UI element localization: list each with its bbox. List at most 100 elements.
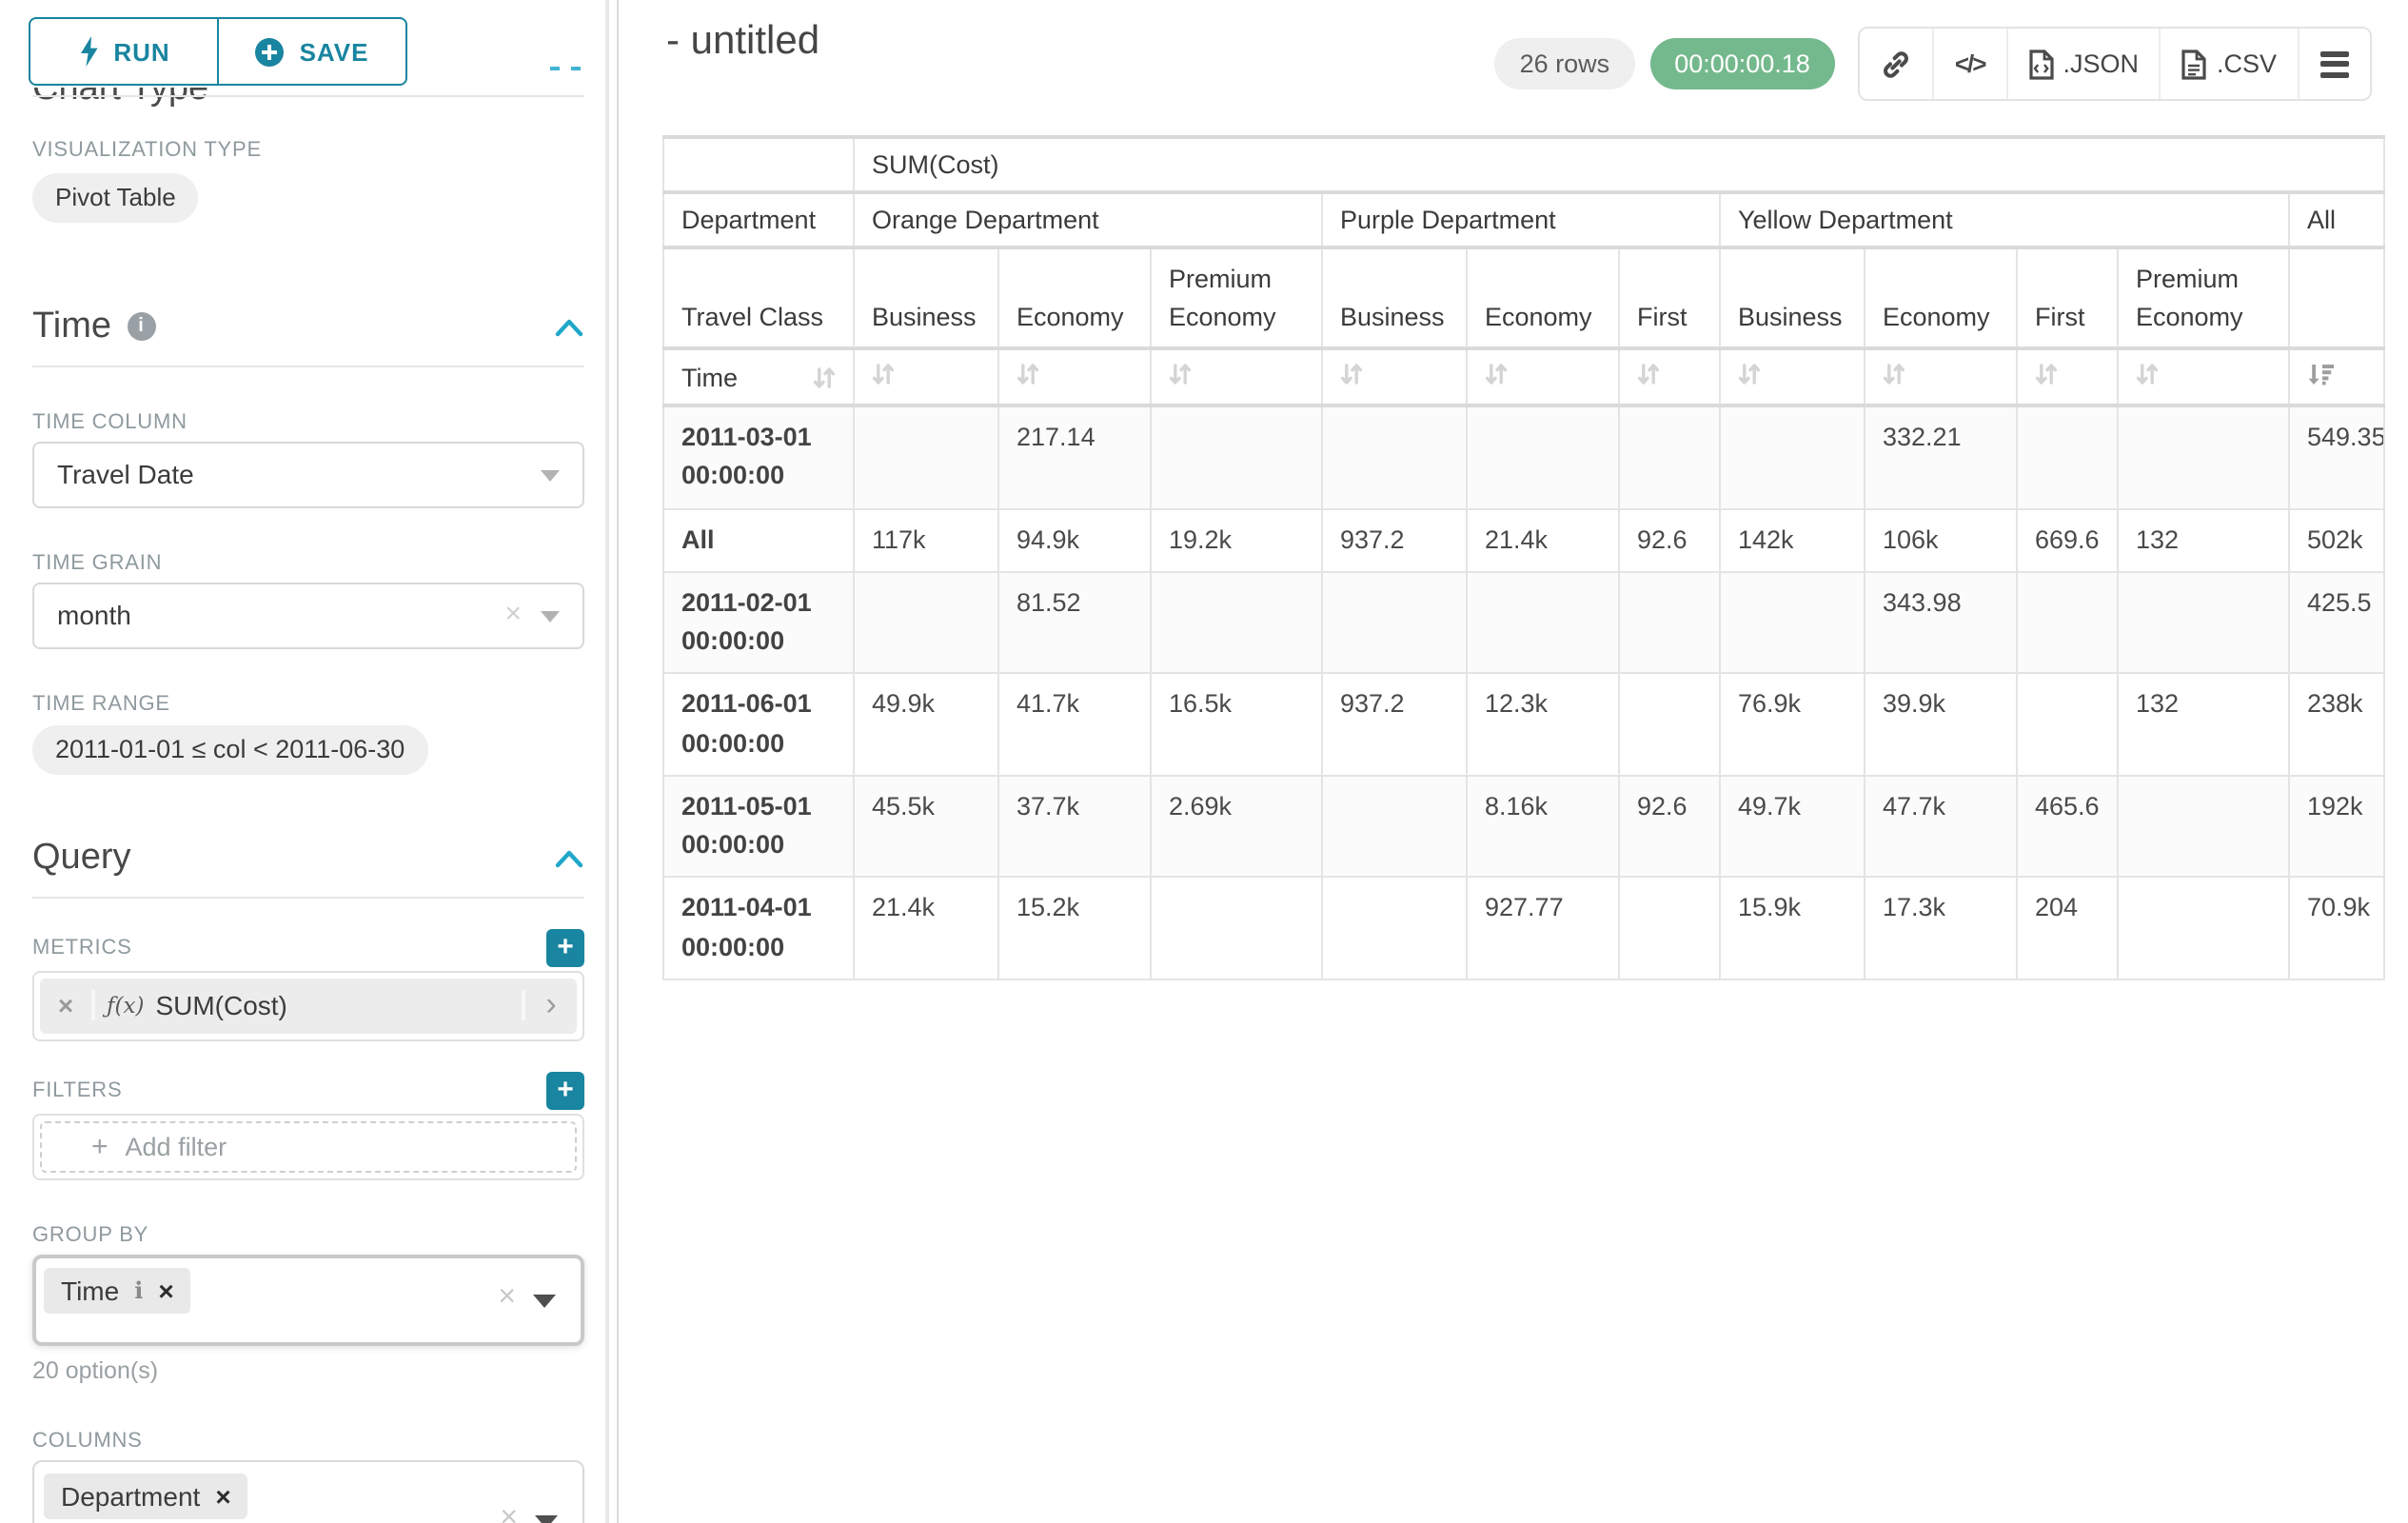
sort-updown-icon[interactable] bbox=[1738, 362, 1761, 386]
remove-metric-icon[interactable] bbox=[40, 990, 95, 1021]
sort-toggle[interactable] bbox=[853, 346, 999, 408]
sort-updown-icon[interactable] bbox=[1340, 362, 1363, 386]
caret-down-icon[interactable] bbox=[535, 1514, 558, 1523]
pivot-cell: 937.2 bbox=[1321, 672, 1468, 777]
sort-updown-icon[interactable] bbox=[1016, 362, 1039, 386]
sort-toggle[interactable] bbox=[1719, 346, 1865, 408]
sort-updown-icon[interactable] bbox=[1883, 362, 1905, 386]
sort-descending-icon[interactable] bbox=[2307, 362, 2336, 386]
sort-updown-icon[interactable] bbox=[1637, 362, 1660, 386]
column-group-row: Department Orange Department Purple Depar… bbox=[662, 190, 2386, 249]
sort-toggle[interactable] bbox=[2117, 346, 2290, 408]
column-header: Business bbox=[1719, 245, 1865, 351]
remove-pill-icon[interactable] bbox=[158, 1276, 173, 1306]
sort-updown-icon[interactable] bbox=[872, 362, 895, 386]
corner-cell bbox=[662, 135, 855, 194]
columns-pill[interactable]: Department bbox=[44, 1473, 248, 1519]
group-by-options-hint: 20 option(s) bbox=[32, 1356, 159, 1384]
menu-button[interactable] bbox=[2298, 29, 2370, 99]
row-header: 2011-04-01 00:00:00 bbox=[662, 876, 855, 980]
sort-updown-icon[interactable] bbox=[1485, 362, 1508, 386]
pivot-cell: 132 bbox=[2117, 672, 2290, 777]
column-header-row: Travel Class Business Economy Premium Econ… bbox=[662, 245, 2386, 351]
caret-down-icon[interactable] bbox=[541, 469, 560, 482]
json-file-icon bbox=[2028, 49, 2054, 79]
pivot-cell: 21.4k bbox=[853, 876, 999, 980]
remove-pill-icon[interactable] bbox=[215, 1481, 230, 1512]
expand-metric-icon[interactable] bbox=[522, 990, 577, 1021]
panel-divider bbox=[605, 0, 609, 1523]
pivot-cell: 332.21 bbox=[1864, 405, 2018, 510]
clear-icon[interactable] bbox=[498, 1281, 516, 1315]
copy-link-button[interactable] bbox=[1859, 29, 1932, 99]
pivot-cell bbox=[853, 570, 999, 675]
sort-toggle[interactable] bbox=[1466, 346, 1620, 408]
info-icon[interactable]: i bbox=[134, 1276, 144, 1304]
group-by-pill[interactable]: Time i bbox=[44, 1267, 191, 1314]
group-by-label: GROUP BY bbox=[32, 1223, 149, 1247]
column-header bbox=[2287, 245, 2386, 351]
table-row: 2011-02-01 00:00:00 81.52 343.98 425.5 bbox=[662, 570, 2386, 675]
chart-title[interactable]: - untitled bbox=[666, 19, 820, 63]
run-button[interactable]: RUN bbox=[29, 17, 219, 86]
embed-code-button[interactable] bbox=[1931, 29, 2006, 99]
add-metric-button[interactable] bbox=[546, 928, 584, 967]
fx-icon: ƒ(x) bbox=[107, 992, 145, 1019]
caret-down-icon[interactable] bbox=[541, 610, 560, 623]
add-filter-button[interactable]: Add filter bbox=[40, 1120, 577, 1173]
export-json-button[interactable]: .JSON bbox=[2005, 29, 2160, 99]
caret-down-icon[interactable] bbox=[533, 1294, 556, 1308]
pivot-cell: 117k bbox=[853, 507, 999, 573]
save-label: SAVE bbox=[299, 37, 369, 66]
time-section-title: Time bbox=[32, 306, 112, 346]
time-column-label: TIME COLUMN bbox=[32, 410, 188, 434]
row-header: 2011-02-01 00:00:00 bbox=[662, 570, 855, 675]
pivot-cell: 217.14 bbox=[997, 405, 1152, 510]
pivot-cell: 92.6 bbox=[1618, 507, 1721, 573]
info-icon[interactable]: i bbox=[127, 312, 156, 342]
sort-toggle[interactable] bbox=[1321, 346, 1468, 408]
metric-item[interactable]: ƒ(x) SUM(Cost) bbox=[32, 970, 584, 1041]
column-header: Business bbox=[1321, 245, 1468, 351]
time-column-select[interactable]: Travel Date bbox=[32, 441, 584, 508]
time-grain-value: month bbox=[57, 600, 131, 631]
save-button[interactable]: SAVE bbox=[217, 17, 407, 86]
viz-type-pill[interactable]: Pivot Table bbox=[32, 173, 199, 223]
pivot-cell: 132 bbox=[2117, 507, 2290, 573]
pivot-cell: 17.3k bbox=[1864, 876, 2018, 980]
sort-toggle[interactable] bbox=[997, 346, 1152, 408]
pivot-cell: 19.2k bbox=[1150, 507, 1323, 573]
sort-toggle[interactable] bbox=[1150, 346, 1323, 408]
sort-toggle[interactable] bbox=[2016, 346, 2119, 408]
sort-updown-icon[interactable] bbox=[2035, 362, 2058, 386]
chevron-up-icon[interactable] bbox=[554, 317, 584, 336]
sort-updown-icon[interactable] bbox=[1169, 362, 1192, 386]
pivot-cell: 238k bbox=[2287, 672, 2386, 777]
columns-select[interactable]: DepartmentTravel Class bbox=[32, 1459, 584, 1523]
column-header: Premium Economy bbox=[1150, 245, 1323, 351]
sort-toggle[interactable] bbox=[1864, 346, 2018, 408]
sort-updown-icon[interactable] bbox=[813, 365, 836, 389]
time-sort-header[interactable]: Time bbox=[662, 346, 855, 408]
plus-circle-icon bbox=[255, 37, 285, 66]
sort-updown-icon[interactable] bbox=[2136, 362, 2159, 386]
metric-header-cell: SUM(Cost) bbox=[852, 135, 2386, 194]
group-by-select[interactable]: Time i bbox=[32, 1254, 584, 1346]
pivot-cell: 2.69k bbox=[1150, 774, 1323, 879]
run-label: RUN bbox=[113, 37, 170, 66]
row-header: 2011-05-01 00:00:00 bbox=[662, 774, 855, 879]
viz-type-label: VISUALIZATION TYPE bbox=[32, 139, 262, 162]
clear-icon[interactable] bbox=[504, 597, 522, 631]
pivot-cell bbox=[1150, 570, 1323, 675]
sort-toggle[interactable] bbox=[2287, 346, 2386, 408]
chevron-up-icon[interactable] bbox=[554, 849, 584, 868]
add-filter-plus-button[interactable] bbox=[546, 1071, 584, 1110]
time-grain-select[interactable]: month bbox=[32, 582, 584, 649]
clear-icon[interactable] bbox=[500, 1502, 518, 1523]
sort-toggle[interactable] bbox=[1618, 346, 1721, 408]
row-dimension-label: Travel Class bbox=[662, 245, 855, 351]
divider bbox=[32, 896, 584, 899]
table-row: 2011-06-01 00:00:00 49.9k 41.7k 16.5k 937.2 1… bbox=[662, 672, 2386, 777]
export-csv-button[interactable]: .CSV bbox=[2159, 29, 2298, 99]
time-range-pill[interactable]: 2011-01-01 ≤ col < 2011-06-30 bbox=[32, 724, 428, 775]
